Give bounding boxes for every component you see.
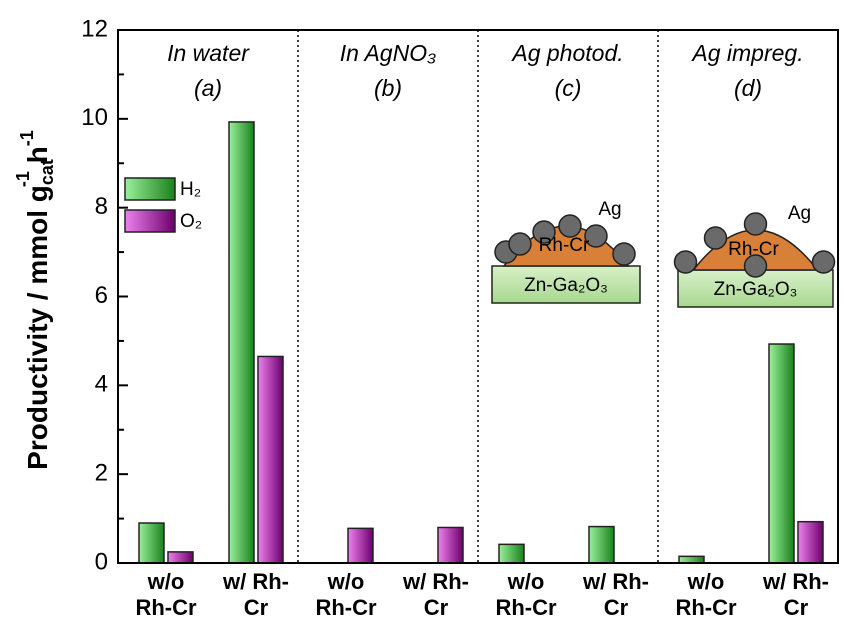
bar — [229, 122, 254, 563]
y-axis-label: Productivity / mmol gcat-1 h-1 — [13, 130, 57, 470]
panel-label: (d) — [734, 75, 762, 101]
x-tick-label: w/o Rh-Cr — [311, 569, 381, 621]
y-label-unit: h — [22, 146, 53, 171]
x-tick-label: w/o Rh-Cr — [491, 569, 561, 621]
bar — [769, 344, 794, 563]
legend-swatch — [125, 178, 175, 200]
panel-label: (a) — [194, 75, 222, 101]
legend-label: O₂ — [180, 211, 202, 232]
inset-ag-dot — [705, 227, 727, 249]
bar — [438, 527, 463, 563]
inset-ag-dot — [509, 233, 531, 255]
y-tick-label: 10 — [81, 104, 108, 131]
inset-ag-dot — [745, 213, 767, 235]
y-tick-label: 6 — [95, 282, 108, 309]
y-label-sup: -1 — [13, 171, 33, 187]
x-tick-label: w/ Rh-Cr — [581, 569, 651, 621]
inset-metal-label: Ag — [598, 199, 621, 220]
chart: Productivity / mmol gcat-1 h-1 0 2 4 6 8 10 12… — [0, 0, 844, 628]
y-tick-label: 12 — [81, 15, 108, 42]
panel-label: (c) — [555, 75, 582, 101]
legend-label: H₂ — [180, 179, 201, 200]
x-tick-label: w/ Rh-Cr — [401, 569, 471, 621]
x-tick-label: w/o Rh-Cr — [131, 569, 201, 621]
panel-title: In AgNO₃ — [340, 40, 436, 66]
bar — [348, 528, 373, 563]
inset-ag-dot — [675, 251, 697, 273]
y-label-main: Productivity / mmol g — [22, 185, 53, 470]
inset-core-label: Rh-Cr — [728, 239, 779, 260]
legend-swatch — [125, 210, 175, 232]
bar — [139, 523, 164, 563]
bar — [589, 527, 614, 563]
inset-support-label: Zn-Ga₂O₃ — [524, 275, 608, 296]
y-tick-label: 4 — [95, 371, 108, 398]
inset-ag-dot — [613, 243, 635, 265]
bar — [798, 522, 823, 563]
figure: Productivity / mmol gcat-1 h-1 0 2 4 6 8 10 12… — [0, 0, 844, 628]
panel-title: In water — [167, 40, 250, 66]
bar — [258, 356, 283, 563]
y-tick-label: 8 — [95, 193, 108, 220]
bar — [168, 552, 193, 563]
inset-metal-label: Ag — [788, 203, 811, 224]
x-tick-label: w/o Rh-Cr — [671, 569, 741, 621]
inset-ag-dot — [813, 251, 835, 273]
panel-title: Ag impreg. — [690, 40, 803, 66]
panel-label: (b) — [374, 75, 402, 101]
inset-core-label: Rh-Cr — [539, 235, 590, 256]
bar — [499, 544, 524, 563]
y-label-sup: -1 — [17, 130, 37, 146]
y-tick-label: 0 — [95, 548, 108, 575]
panel-title: Ag photod. — [510, 40, 623, 66]
x-tick-label: w/ Rh-Cr — [221, 569, 291, 621]
x-tick-label: w/ Rh-Cr — [761, 569, 831, 621]
y-tick-label: 2 — [95, 460, 108, 487]
inset-ag-dot — [559, 215, 581, 237]
inset-support-label: Zn-Ga₂O₃ — [714, 279, 798, 300]
